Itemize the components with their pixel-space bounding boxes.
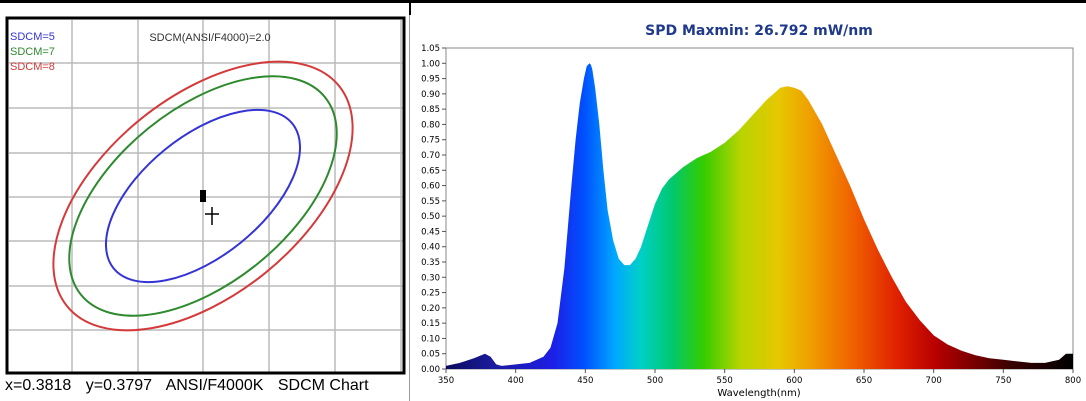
- caption-name: SDCM Chart: [277, 377, 369, 394]
- y-tick-label: 0.50: [421, 212, 440, 222]
- caption-x: x=0.3818: [5, 377, 72, 394]
- y-tick-label: 0.60: [421, 182, 440, 192]
- y-tick-label: 0.00: [421, 365, 440, 375]
- spd-plot-area: 0.00 0.05 0.10 0.15 0.20 0.25 0.30 0.35 0.40 0.45…: [421, 44, 1081, 386]
- x-tick-label: 350: [438, 376, 454, 386]
- sdcm-chart: SDCM(ANSI/F4000)=2.0 SDCM=5 SDCM=7 SDCM=…: [5, 16, 406, 375]
- sdcm-title: SDCM(ANSI/F4000)=2.0: [149, 32, 270, 44]
- x-tick-label: 650: [856, 376, 872, 386]
- y-tick-label: 0.90: [421, 90, 440, 100]
- panel-divider-light: [409, 15, 410, 401]
- y-tick-label: 0.45: [421, 227, 440, 237]
- legend-sdcm-8: SDCM=8: [10, 61, 55, 73]
- y-tick-label: 0.70: [421, 151, 440, 161]
- y-tick-label: 0.15: [421, 319, 440, 329]
- y-tick-label: 0.20: [421, 304, 440, 314]
- y-tick-label: 0.65: [421, 166, 440, 176]
- y-tick-label: 0.85: [421, 105, 440, 115]
- sdcm-7-ellipse: [68, 75, 338, 317]
- target-center-marker: [200, 190, 206, 202]
- x-tick-label: 450: [577, 376, 593, 386]
- y-tick-label: 1.00: [421, 59, 440, 69]
- top-border: [0, 0, 1086, 3]
- sdcm-8-ellipse: [52, 60, 354, 332]
- y-tick-label: 0.35: [421, 258, 440, 268]
- panel-divider: [409, 0, 411, 15]
- y-tick-label: 0.30: [421, 273, 440, 283]
- spectrum-area: [446, 63, 1073, 370]
- caption-standard: ANSI/F4000K: [165, 377, 264, 394]
- sdcm-caption: x=0.3818 y=0.3797 ANSI/F4000K SDCM Chart: [5, 377, 379, 395]
- sdcm-5-ellipse: [104, 108, 302, 284]
- y-tick-label: 1.05: [421, 44, 440, 54]
- sdcm-frame: [5, 16, 406, 375]
- spd-chart: SPD Maxmin: 26.792 mW/nm 0.00 0.05 0.10 0.1…: [421, 23, 1081, 399]
- y-tick-label: 0.40: [421, 243, 440, 253]
- caption-y: y=0.3797: [85, 377, 153, 394]
- y-tick-label: 0.80: [421, 120, 440, 130]
- x-tick-label: 600: [786, 376, 802, 386]
- legend-sdcm-5: SDCM=5: [10, 31, 55, 43]
- x-tick-label: 750: [995, 376, 1011, 386]
- y-tick-label: 0.75: [421, 136, 440, 146]
- y-tick-label: 0.05: [421, 350, 440, 360]
- y-tick-label: 0.55: [421, 197, 440, 207]
- x-tick-label: 500: [647, 376, 663, 386]
- y-tick-label: 0.10: [421, 334, 440, 344]
- x-axis-label: Wavelength(nm): [717, 388, 800, 399]
- x-tick-label: 800: [1065, 376, 1081, 386]
- x-tick-label: 700: [926, 376, 942, 386]
- x-tick-label: 400: [508, 376, 524, 386]
- y-tick-label: 0.25: [421, 289, 440, 299]
- y-tick-label: 0.95: [421, 75, 440, 85]
- legend-sdcm-7: SDCM=7: [10, 46, 55, 58]
- spd-title: SPD Maxmin: 26.792 mW/nm: [645, 23, 873, 39]
- x-tick-label: 550: [717, 376, 733, 386]
